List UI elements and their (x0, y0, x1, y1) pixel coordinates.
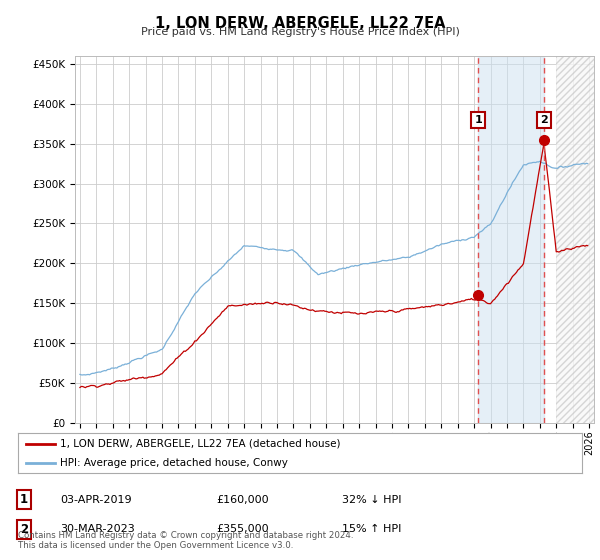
Text: 1: 1 (20, 493, 28, 506)
Text: 2: 2 (540, 115, 548, 125)
Bar (478, 56, 544, 423)
Text: Price paid vs. HM Land Registry's House Price Index (HPI): Price paid vs. HM Land Registry's House … (140, 27, 460, 37)
Text: 1, LON DERW, ABERGELE, LL22 7EA (detached house): 1, LON DERW, ABERGELE, LL22 7EA (detache… (60, 439, 341, 449)
Text: 2: 2 (20, 522, 28, 536)
Text: HPI: Average price, detached house, Conwy: HPI: Average price, detached house, Conw… (60, 458, 288, 468)
Text: 1: 1 (475, 115, 482, 125)
Text: Contains HM Land Registry data © Crown copyright and database right 2024.
This d: Contains HM Land Registry data © Crown c… (18, 530, 353, 550)
Text: 32% ↓ HPI: 32% ↓ HPI (342, 494, 401, 505)
Text: 15% ↑ HPI: 15% ↑ HPI (342, 524, 401, 534)
Bar (556, 56, 594, 423)
Text: 30-MAR-2023: 30-MAR-2023 (60, 524, 135, 534)
Text: £355,000: £355,000 (216, 524, 269, 534)
Text: 1, LON DERW, ABERGELE, LL22 7EA: 1, LON DERW, ABERGELE, LL22 7EA (155, 16, 445, 31)
Bar (556, 56, 594, 423)
Text: £160,000: £160,000 (216, 494, 269, 505)
Text: 03-APR-2019: 03-APR-2019 (60, 494, 131, 505)
